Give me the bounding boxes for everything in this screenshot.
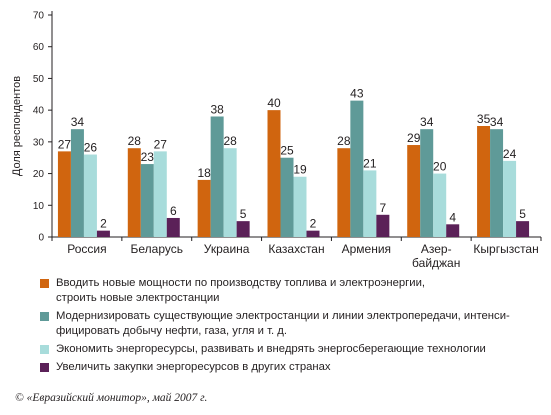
- data-label: 28: [337, 134, 351, 148]
- data-label: 34: [420, 115, 434, 129]
- bar: [516, 221, 530, 237]
- bar: [490, 129, 504, 237]
- bar: [57, 151, 71, 237]
- legend-label: строить новые электростанции: [56, 292, 220, 304]
- bar: [140, 164, 154, 237]
- legend-swatch: [40, 345, 49, 354]
- y-tick-label: 50: [33, 74, 45, 85]
- bar: [420, 129, 434, 237]
- bar: [70, 129, 84, 237]
- bar: [267, 110, 281, 237]
- data-label: 29: [407, 131, 421, 145]
- legend-label: фицировать добычу нефти, газа, угля и т.…: [56, 325, 288, 337]
- data-label: 24: [503, 147, 517, 161]
- bar: [127, 148, 141, 237]
- x-category-label: Россия: [67, 242, 106, 256]
- data-label: 25: [280, 144, 294, 158]
- data-label: 26: [84, 141, 98, 155]
- legend-swatch: [40, 279, 49, 288]
- data-label: 23: [141, 150, 155, 164]
- y-tick-label: 10: [33, 201, 45, 212]
- data-label: 21: [363, 156, 377, 170]
- y-axis-label: Доля респондентов: [11, 76, 23, 176]
- bar: [446, 224, 460, 237]
- bar: [96, 230, 110, 237]
- bar: [236, 221, 250, 237]
- x-category-label: Азер-: [421, 242, 452, 256]
- data-label: 27: [154, 137, 168, 151]
- y-tick-label: 40: [33, 106, 45, 117]
- bar: [197, 179, 211, 237]
- data-label: 40: [267, 96, 281, 110]
- bar: [166, 217, 180, 237]
- data-label: 2: [310, 217, 317, 231]
- bar: [280, 157, 294, 237]
- legend-label: Модернизировать существующие электростан…: [56, 310, 510, 322]
- legend-item: Экономить энергоресурсы, развивать и вне…: [40, 342, 545, 357]
- bar-chart: Доля респондентов0102030405060702734262Р…: [11, 11, 542, 270]
- data-label: 6: [170, 204, 177, 218]
- y-tick-label: 20: [33, 169, 45, 180]
- y-tick-label: 30: [33, 137, 45, 148]
- data-label: 7: [380, 201, 387, 215]
- bar: [83, 154, 97, 237]
- legend-label: Увеличить закупки энергоресурсов в други…: [56, 361, 331, 373]
- legend-item: Увеличить закупки энергоресурсов в други…: [40, 360, 545, 375]
- bar: [433, 173, 447, 237]
- bar: [223, 148, 237, 237]
- x-category-label: Казахстан: [268, 242, 324, 256]
- bar: [363, 170, 377, 237]
- data-label: 5: [240, 207, 247, 221]
- legend-item: Модернизировать существующие электростан…: [40, 309, 545, 339]
- data-label: 28: [128, 134, 142, 148]
- legend-swatch: [40, 312, 49, 321]
- data-label: 2: [100, 217, 107, 231]
- data-label: 20: [433, 160, 447, 174]
- legend: Вводить новые мощности по производству т…: [40, 276, 545, 378]
- bar: [293, 176, 307, 237]
- x-category-label: Армения: [342, 242, 391, 256]
- data-label: 43: [350, 87, 364, 101]
- bar: [376, 214, 390, 237]
- legend-swatch: [40, 363, 49, 372]
- bar: [306, 230, 320, 237]
- bar: [337, 148, 351, 237]
- data-label: 18: [197, 166, 211, 180]
- data-label: 19: [293, 163, 307, 177]
- data-label: 4: [449, 210, 456, 224]
- data-label: 34: [71, 115, 85, 129]
- bar: [153, 151, 167, 237]
- bar: [210, 116, 224, 237]
- bar: [503, 160, 517, 237]
- y-tick-label: 0: [38, 233, 44, 244]
- source-note: © «Евразийский монитор», май 2007 г.: [15, 392, 208, 404]
- x-category-label: Украина: [204, 242, 250, 256]
- y-tick-label: 70: [33, 11, 45, 22]
- bar: [477, 126, 491, 237]
- data-label: 34: [490, 115, 504, 129]
- x-category-label: Беларусь: [131, 242, 183, 256]
- data-label: 35: [477, 112, 491, 126]
- x-category-label: байджан: [412, 256, 460, 270]
- y-tick-label: 60: [33, 42, 45, 53]
- data-label: 28: [223, 134, 237, 148]
- legend-item: Вводить новые мощности по производству т…: [40, 276, 545, 306]
- legend-label: Экономить энергоресурсы, развивать и вне…: [56, 343, 486, 355]
- legend-label: Вводить новые мощности по производству т…: [56, 277, 426, 289]
- bar: [350, 100, 364, 237]
- x-category-label: Кыргызстан: [473, 242, 538, 256]
- data-label: 38: [210, 102, 224, 116]
- data-label: 27: [58, 137, 72, 151]
- data-label: 5: [519, 207, 526, 221]
- bar: [407, 145, 421, 237]
